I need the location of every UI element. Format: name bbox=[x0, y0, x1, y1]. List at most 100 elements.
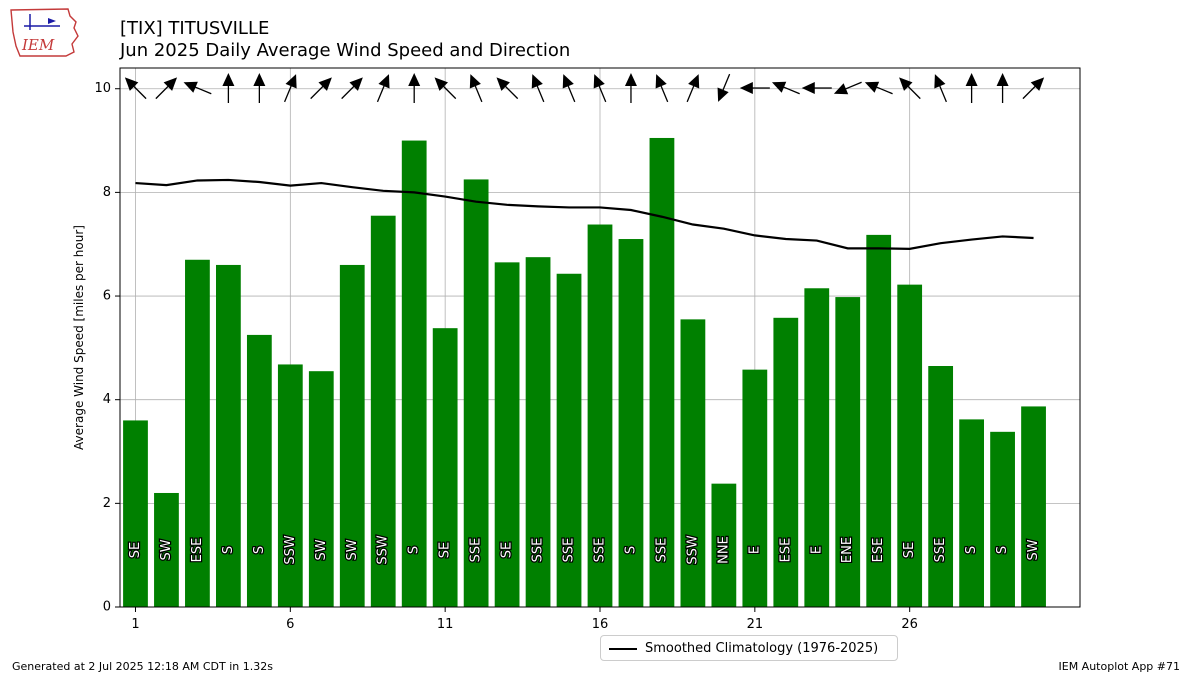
direction-label: SW bbox=[314, 539, 329, 560]
direction-label: SSE bbox=[654, 538, 669, 563]
arrow-shaft bbox=[686, 82, 696, 103]
wind-direction-arrow bbox=[183, 81, 212, 95]
y-axis-label: Average Wind Speed [miles per hour] bbox=[72, 225, 86, 450]
direction-label: ENE bbox=[840, 537, 855, 563]
y-tick-label: 8 bbox=[103, 185, 111, 200]
arrow-shaft bbox=[130, 83, 147, 100]
arrow-shaft bbox=[535, 82, 545, 103]
y-tick-label: 4 bbox=[103, 392, 111, 407]
wind-direction-arrow bbox=[496, 77, 519, 100]
arrow-head bbox=[434, 77, 448, 91]
wind-direction-arrow bbox=[864, 81, 893, 95]
bar bbox=[463, 179, 489, 607]
direction-label: ESE bbox=[778, 538, 793, 563]
bar bbox=[154, 492, 179, 607]
arrow-shaft bbox=[780, 85, 800, 95]
bar bbox=[370, 215, 396, 607]
wind-direction-arrow bbox=[655, 74, 669, 103]
bar bbox=[339, 264, 365, 607]
arrow-head bbox=[318, 77, 332, 91]
direction-label: E bbox=[809, 546, 824, 554]
arrow-head bbox=[531, 74, 543, 89]
bar bbox=[897, 284, 923, 607]
footer-app: IEM Autoplot App #71 bbox=[1058, 660, 1181, 673]
y-tick-label: 6 bbox=[103, 289, 111, 304]
arrow-head bbox=[739, 82, 753, 94]
arrow-shaft bbox=[720, 73, 731, 94]
wind-direction-arrow bbox=[1022, 77, 1045, 100]
bar bbox=[587, 224, 613, 607]
arrow-head bbox=[496, 77, 510, 91]
wind-direction-arrow bbox=[222, 73, 235, 103]
arrow-head bbox=[183, 81, 198, 93]
bar bbox=[711, 483, 737, 607]
x-tick-label: 6 bbox=[286, 617, 294, 632]
direction-label: SW bbox=[159, 539, 174, 560]
bar bbox=[123, 420, 148, 607]
arrow-shaft bbox=[659, 82, 669, 103]
bar bbox=[618, 239, 644, 607]
grid-layer bbox=[120, 68, 1080, 608]
bar bbox=[866, 234, 892, 607]
arrow-shaft bbox=[191, 85, 212, 95]
bar bbox=[742, 369, 768, 607]
arrow-head bbox=[934, 74, 946, 89]
y-tick-label: 10 bbox=[94, 81, 111, 96]
direction-label: ESE bbox=[190, 538, 205, 563]
wind-direction-arrow bbox=[124, 77, 147, 100]
arrow-shaft bbox=[502, 83, 519, 100]
iem-logo: IEM bbox=[10, 8, 79, 57]
direction-label: SE bbox=[500, 542, 515, 558]
direction-label: SW bbox=[1026, 539, 1041, 560]
direction-arrow-layer bbox=[124, 73, 1045, 103]
wind-direction-arrow bbox=[996, 73, 1009, 103]
wind-direction-arrow bbox=[531, 74, 545, 103]
direction-label: S bbox=[964, 546, 979, 554]
x-tick-label: 16 bbox=[592, 617, 609, 632]
x-tick-label: 11 bbox=[437, 617, 454, 632]
arrow-head bbox=[965, 73, 978, 86]
climatology-layer bbox=[135, 178, 1034, 250]
y-tick-label: 2 bbox=[103, 496, 111, 511]
bar bbox=[246, 334, 272, 607]
direction-label: SSW bbox=[685, 535, 700, 565]
wind-direction-arrow bbox=[283, 74, 297, 103]
arrow-shaft bbox=[440, 83, 457, 100]
bar bbox=[1021, 406, 1046, 607]
bar bbox=[525, 257, 551, 607]
wind-direction-arrow bbox=[801, 82, 832, 94]
direction-label: SSE bbox=[593, 538, 608, 563]
direction-label: SE bbox=[128, 542, 143, 558]
legend: Smoothed Climatology (1976-2025) bbox=[600, 635, 898, 661]
arrow-head bbox=[253, 73, 266, 86]
bar bbox=[401, 140, 427, 608]
arrow-head bbox=[801, 82, 815, 94]
bar bbox=[277, 364, 303, 607]
bar bbox=[835, 297, 861, 607]
direction-label: S bbox=[623, 546, 638, 554]
arrow-head bbox=[899, 77, 913, 91]
arrow-shaft bbox=[904, 83, 921, 100]
direction-label: SE bbox=[438, 542, 453, 558]
direction-label: SSW bbox=[283, 535, 298, 565]
wind-direction-arrow bbox=[899, 77, 921, 100]
arrow-shaft bbox=[376, 82, 387, 103]
chart-subtitle: Jun 2025 Daily Average Wind Speed and Di… bbox=[120, 40, 571, 61]
arrow-shaft bbox=[155, 83, 172, 100]
bar bbox=[990, 431, 1015, 607]
legend-line-swatch bbox=[609, 648, 637, 650]
wind-direction-arrow bbox=[686, 74, 700, 103]
bar bbox=[216, 264, 241, 607]
plot-frame bbox=[119, 67, 1081, 608]
y-tick-label: 0 bbox=[103, 600, 111, 615]
bar bbox=[680, 319, 706, 607]
wind-direction-arrow bbox=[253, 73, 266, 103]
wind-direction-arrow bbox=[965, 73, 978, 103]
arrow-head bbox=[717, 87, 729, 102]
arrow-shaft bbox=[937, 82, 947, 103]
direction-label: NNE bbox=[716, 536, 731, 564]
wind-direction-arrow bbox=[434, 77, 457, 100]
wind-direction-arrow bbox=[624, 73, 637, 103]
bar bbox=[649, 137, 675, 607]
arrow-shaft bbox=[597, 82, 607, 103]
